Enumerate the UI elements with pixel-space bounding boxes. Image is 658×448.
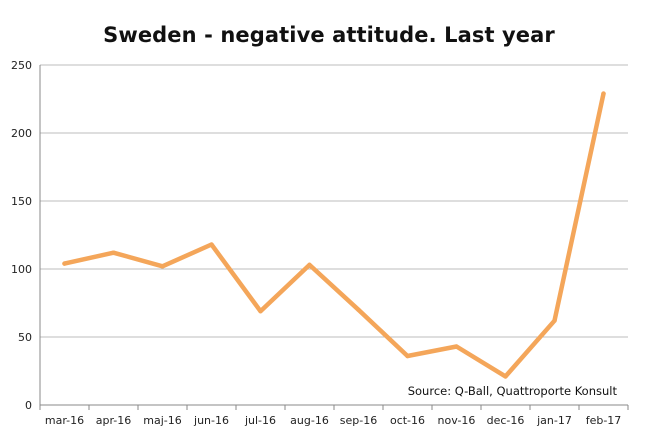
x-tick-label: nov-16 [438, 414, 476, 427]
y-tick-label: 0 [25, 399, 32, 412]
x-tick-label: maj-16 [143, 414, 181, 427]
data-point [307, 262, 312, 268]
x-tick-label: jul-16 [244, 414, 276, 427]
data-point [111, 250, 116, 255]
series-line [62, 91, 606, 379]
x-tick-label: feb-17 [586, 414, 622, 427]
data-point [62, 261, 67, 266]
y-tick-label: 200 [11, 127, 32, 140]
data-point [209, 242, 214, 247]
x-tick-label: jan-17 [536, 414, 572, 427]
data-point [552, 318, 557, 323]
x-tick-label: sep-16 [340, 414, 377, 427]
y-tick-label: 250 [11, 59, 32, 72]
x-tick-label: apr-16 [96, 414, 132, 427]
data-point [160, 264, 165, 269]
y-tick-label: 150 [11, 195, 32, 208]
x-tick-label: aug-16 [290, 414, 329, 427]
data-point [405, 353, 410, 359]
x-tick-label: dec-16 [487, 414, 525, 427]
x-tick-label: jun-16 [193, 414, 229, 427]
x-tick-label: mar-16 [45, 414, 84, 427]
source-annotation: Source: Q-Ball, Quattroporte Konsult [408, 384, 618, 398]
data-point [454, 344, 459, 349]
data-point [356, 307, 361, 312]
data-point [503, 374, 508, 379]
y-tick-label: 100 [11, 263, 32, 276]
x-tick-label: oct-16 [390, 414, 425, 427]
y-tick-label: 50 [18, 331, 32, 344]
data-point [258, 308, 263, 314]
data-point [601, 91, 606, 96]
chart-title: Sweden - negative attitude. Last year [103, 23, 555, 47]
